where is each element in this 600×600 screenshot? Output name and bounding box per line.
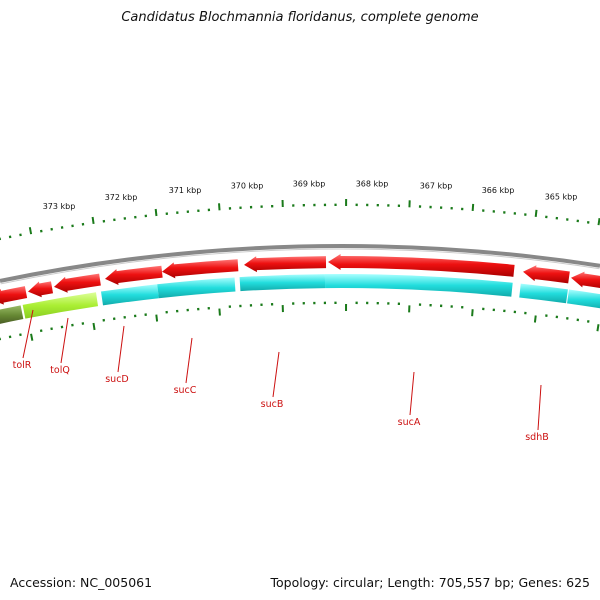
cds-arrow (244, 256, 327, 273)
gene-leader-line (117, 325, 125, 373)
cds-arrow (523, 265, 570, 284)
kbp-label: 365 kbp (545, 193, 578, 202)
kbp-label: 368 kbp (356, 179, 389, 188)
gene-label-sucC: sucC (174, 385, 197, 396)
ruler-tick (596, 324, 600, 332)
gene-label-tolR: tolR (13, 360, 32, 371)
ruler-tick (91, 216, 95, 225)
map-title: Candidatus Blochmannia floridanus, compl… (121, 10, 479, 25)
gene-leader-line (272, 351, 280, 398)
topology-text: Topology: circular; Length: 705,557 bp; … (270, 575, 591, 590)
gene-label-sdhB: sdhB (525, 432, 549, 443)
kbp-labels: 373 kbp 372 kbp 371 kbp 370 kbp 369 kbp 368 k… (43, 179, 578, 211)
cds-arrow (328, 254, 515, 277)
outer-tick-ruler (0, 199, 600, 241)
cog-block (157, 277, 236, 299)
cds-arrow (54, 273, 101, 293)
gene-leader-line (185, 337, 193, 384)
kbp-label: 371 kbp (169, 186, 202, 195)
ruler-tick (218, 308, 221, 316)
cds-arrow (105, 265, 163, 286)
cog-block (22, 292, 99, 319)
cog-block (324, 274, 513, 297)
cog-block (0, 305, 24, 324)
ruler-tick (30, 333, 34, 341)
gene-label-sucA: sucA (398, 417, 421, 428)
cds-arrow (0, 286, 28, 305)
cds-arrow (571, 271, 600, 289)
ruler-tick (533, 315, 537, 323)
gene-leader-line (22, 309, 34, 359)
ruler-tick (471, 203, 475, 212)
cog-block (100, 284, 159, 306)
kbp-label: 373 kbp (43, 202, 76, 211)
gene-label-tolQ: tolQ (50, 365, 70, 376)
gene-label-sucD: sucD (105, 374, 129, 385)
gene-label-sucB: sucB (261, 399, 284, 410)
kbp-label: 369 kbp (293, 179, 326, 188)
gene-labels: tolR tolQ sucD sucC sucB sucA sdhB (13, 309, 549, 443)
ruler-tick (28, 227, 33, 235)
kbp-label: 366 kbp (482, 186, 515, 195)
kbp-label: 372 kbp (105, 193, 138, 202)
gene-leader-line (60, 317, 69, 364)
cds-arrow (28, 281, 54, 298)
ruler-tick (534, 209, 538, 217)
cog-band (0, 274, 600, 324)
backbone-arc (0, 244, 600, 283)
ruler-tick (597, 218, 600, 226)
cog-block (519, 283, 568, 304)
gene-leader-line (537, 384, 542, 431)
kbp-label: 370 kbp (231, 182, 264, 191)
ruler-tick (471, 309, 474, 317)
cds-arrow (162, 259, 239, 279)
cog-block (567, 289, 600, 309)
kbp-label: 367 kbp (420, 182, 453, 191)
forward-strand-features (0, 254, 600, 305)
ruler-tick (92, 322, 96, 331)
cog-block (239, 274, 326, 292)
inner-tick-ruler (0, 301, 600, 341)
ruler-tick (155, 314, 159, 322)
accession-text: Accession: NC_005061 (10, 575, 153, 590)
ruler-tick (154, 208, 158, 217)
genome-backbone (0, 244, 600, 285)
gene-leader-line (409, 371, 415, 416)
